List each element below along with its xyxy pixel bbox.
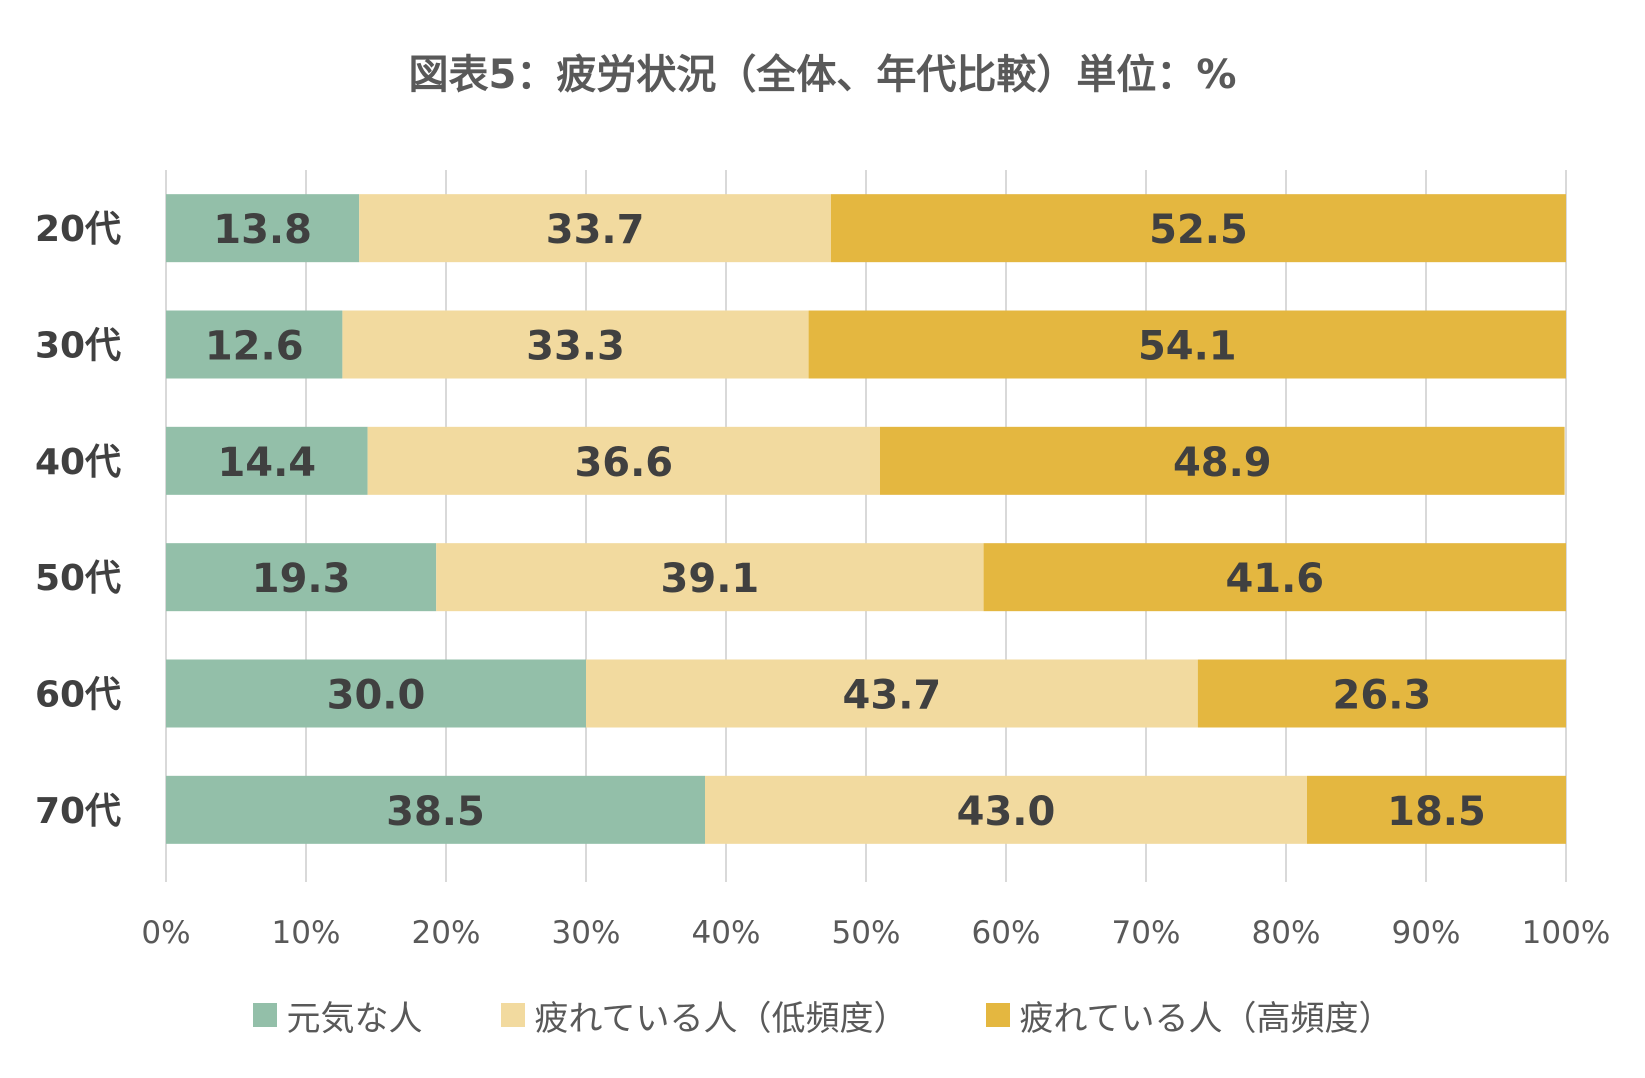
chart-title: 図表5：疲労状況（全体、年代比較）単位：% [408,52,1237,98]
bar [367,426,881,495]
legend-swatch-tired-high [985,1003,1010,1027]
data-label: 19.3 [252,556,351,602]
bar [586,659,1198,728]
y-tick-label: 70代 [35,791,121,832]
bar [166,310,343,379]
data-label: 12.6 [205,324,304,370]
bar [166,659,586,728]
y-tick-label: 60代 [35,675,121,716]
data-label: 33.3 [526,324,625,370]
legend-label-tired-high: 疲れている人（高頻度） [1019,998,1393,1039]
bar [808,310,1566,379]
bar [166,775,705,844]
legend-item-genki: 元気な人 [252,991,423,1040]
data-label: 41.6 [1225,556,1324,602]
x-tick-label: 30% [552,915,621,951]
bar [436,543,984,612]
legend-item-tired-low: 疲れている人（低頻度） [500,991,908,1040]
x-tick-label: 20% [412,915,481,951]
legend-label-genki: 元気な人 [286,998,423,1039]
data-label: 30.0 [327,673,426,719]
data-label: 43.0 [957,789,1056,835]
x-tick-label: 100% [1522,915,1611,951]
x-tick-label: 10% [272,915,341,951]
y-tick-label: 30代 [35,326,121,367]
x-tick-label: 70% [1112,915,1181,951]
bar [880,426,1565,495]
y-tick-label: 20代 [35,209,121,250]
data-label: 38.5 [386,789,485,835]
bar [166,426,368,495]
data-label: 52.5 [1149,207,1248,253]
bar [342,310,809,379]
bar [983,543,1566,612]
y-tick-label: 50代 [35,558,121,599]
bar [1307,775,1566,844]
x-tick-label: 50% [832,915,901,951]
legend-item-tired-high: 疲れている人（高頻度） [985,991,1393,1040]
legend-swatch-tired-low [500,1003,525,1027]
x-tick-label: 0% [141,915,190,951]
bar [166,194,360,263]
plot-area: 0% 10% 20% 30% 40% 50% 60% 70% 80% 90% 100% 20代 13.8… [35,170,1611,951]
data-label: 48.9 [1173,440,1272,486]
data-label: 54.1 [1138,324,1237,370]
y-tick-label: 40代 [35,442,121,483]
legend-label-tired-low: 疲れている人（低頻度） [534,998,908,1039]
legend: 元気な人 疲れている人（低頻度） 疲れている人（高頻度） [0,990,1645,1040]
data-label: 26.3 [1333,673,1432,719]
data-label: 18.5 [1387,789,1486,835]
data-label: 39.1 [661,556,760,602]
x-tick-label: 40% [692,915,761,951]
bar [359,194,831,263]
data-label: 14.4 [217,440,316,486]
data-label: 36.6 [574,440,673,486]
x-tick-label: 90% [1392,915,1461,951]
bar [705,775,1307,844]
data-label: 13.8 [213,207,312,253]
x-tick-label: 80% [1252,915,1321,951]
data-label: 33.7 [546,207,645,253]
bar [1197,659,1566,728]
data-label: 43.7 [843,673,942,719]
bar [831,194,1566,263]
bar [166,543,437,612]
x-tick-label: 60% [972,915,1041,951]
legend-swatch-genki [252,1003,277,1027]
